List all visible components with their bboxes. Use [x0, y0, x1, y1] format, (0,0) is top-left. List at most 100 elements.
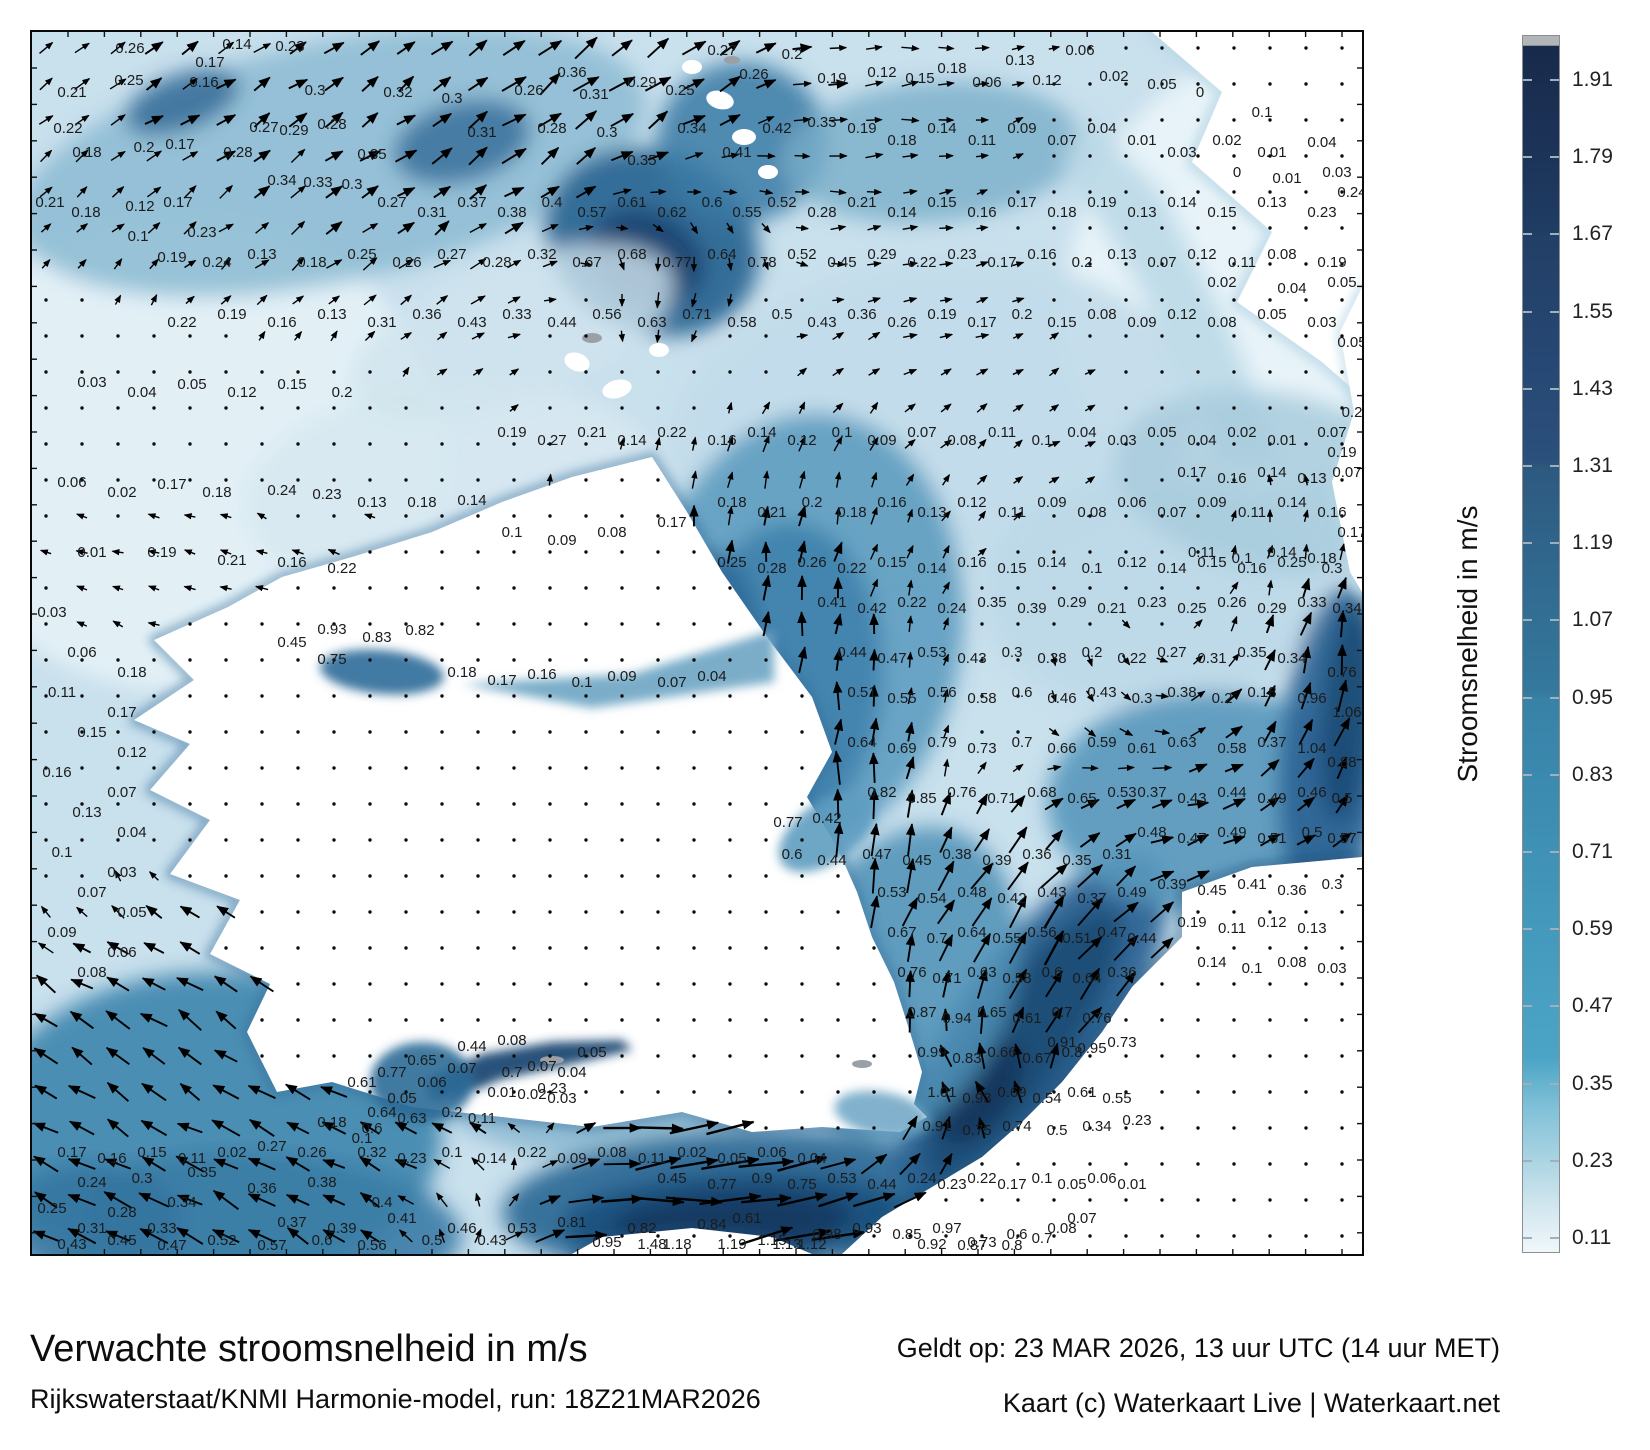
colorbar-tick-mark: [1523, 619, 1532, 622]
svg-text:0: 0: [1196, 84, 1204, 101]
svg-text:0.77: 0.77: [377, 1064, 406, 1081]
colorbar-tick-mark: [1550, 465, 1559, 467]
svg-text:0.31: 0.31: [579, 86, 608, 103]
svg-text:0.42: 0.42: [812, 810, 841, 827]
colorbar-tick-mark: [1550, 928, 1559, 931]
svg-text:0.29: 0.29: [279, 122, 308, 139]
svg-text:0.25: 0.25: [114, 72, 143, 89]
svg-text:0.04: 0.04: [1277, 280, 1306, 297]
svg-text:0.61: 0.61: [347, 1074, 376, 1091]
svg-text:0.18: 0.18: [837, 504, 866, 521]
svg-text:0.1: 0.1: [1252, 104, 1273, 121]
svg-text:0.53: 0.53: [1107, 784, 1136, 801]
svg-text:0.36: 0.36: [1107, 964, 1136, 981]
svg-text:0.55: 0.55: [992, 930, 1021, 947]
svg-text:0.14: 0.14: [887, 204, 916, 221]
svg-text:0.01: 0.01: [1272, 170, 1301, 187]
svg-text:0.2: 0.2: [802, 494, 823, 511]
svg-text:0.43: 0.43: [807, 314, 836, 331]
svg-text:0.16: 0.16: [97, 1150, 126, 1167]
svg-text:0.09: 0.09: [607, 668, 636, 685]
svg-text:0.39: 0.39: [327, 1220, 356, 1237]
svg-text:0.16: 0.16: [267, 314, 296, 331]
svg-text:0.65: 0.65: [977, 1004, 1006, 1021]
svg-text:0.07: 0.07: [107, 784, 136, 801]
svg-text:0.43: 0.43: [1177, 790, 1206, 807]
svg-text:0.52: 0.52: [767, 194, 796, 211]
svg-text:0.14: 0.14: [1277, 494, 1306, 511]
svg-text:0.15: 0.15: [137, 1144, 166, 1161]
svg-text:0.67: 0.67: [1022, 1050, 1051, 1067]
svg-text:0.41: 0.41: [817, 594, 846, 611]
svg-text:0.64: 0.64: [957, 924, 986, 941]
svg-text:0.99: 0.99: [917, 1044, 946, 1061]
svg-text:0.7: 0.7: [1052, 1004, 1073, 1021]
svg-text:0.22: 0.22: [167, 314, 196, 331]
svg-text:0.08: 0.08: [1267, 246, 1296, 263]
svg-text:0.25: 0.25: [1177, 600, 1206, 617]
svg-text:0.61: 0.61: [1067, 1084, 1096, 1101]
svg-text:0.13: 0.13: [917, 504, 946, 521]
svg-text:0.77: 0.77: [707, 1176, 736, 1193]
colorbar-tick-label: 1.91: [1572, 68, 1613, 91]
model-run-info: Rijkswaterstaat/KNMI Harmonie-model, run…: [30, 1384, 761, 1414]
svg-text:0.19: 0.19: [147, 544, 176, 561]
svg-text:0.39: 0.39: [1157, 876, 1186, 893]
svg-text:0.24: 0.24: [937, 600, 966, 617]
svg-text:0.08: 0.08: [1277, 954, 1306, 971]
svg-text:0.17: 0.17: [195, 54, 224, 71]
svg-text:0.31: 0.31: [77, 1220, 106, 1237]
colorbar-tick-label: 0.35: [1572, 1071, 1613, 1095]
svg-text:0.16: 0.16: [1027, 246, 1056, 263]
svg-text:1.01: 1.01: [927, 1084, 956, 1101]
svg-text:0.36: 0.36: [557, 64, 586, 81]
svg-text:0.06: 0.06: [757, 1144, 786, 1161]
svg-text:0.32: 0.32: [383, 84, 412, 101]
svg-text:0.73: 0.73: [967, 740, 996, 757]
svg-text:0.6: 0.6: [362, 1120, 383, 1137]
svg-text:0.12: 0.12: [1117, 554, 1146, 571]
svg-text:0.83: 0.83: [362, 629, 391, 646]
svg-text:0.11: 0.11: [988, 424, 1016, 441]
svg-text:0.13: 0.13: [1107, 246, 1136, 263]
svg-text:0.2: 0.2: [782, 46, 803, 63]
svg-text:0.02: 0.02: [1099, 68, 1128, 85]
svg-text:0.12: 0.12: [787, 432, 816, 449]
colorbar-tick-mark: [1550, 619, 1559, 622]
svg-text:0.18: 0.18: [447, 664, 476, 681]
svg-text:0.01: 0.01: [1127, 132, 1156, 149]
svg-text:0.96: 0.96: [1297, 690, 1326, 707]
svg-text:0.12: 0.12: [957, 494, 986, 511]
svg-text:0.02: 0.02: [677, 1144, 706, 1161]
svg-text:0.5: 0.5: [1332, 790, 1353, 807]
svg-text:0.03: 0.03: [107, 864, 136, 881]
svg-text:0.4: 0.4: [372, 1194, 393, 1211]
svg-text:0.06: 0.06: [972, 74, 1001, 91]
svg-text:0.18: 0.18: [1307, 550, 1336, 567]
svg-text:0.38: 0.38: [1167, 684, 1196, 701]
svg-text:0.7: 0.7: [1032, 1230, 1053, 1247]
svg-text:0.21: 0.21: [847, 194, 876, 211]
svg-text:0.36: 0.36: [1277, 882, 1306, 899]
svg-text:1.04: 1.04: [1297, 740, 1326, 757]
svg-text:0.22: 0.22: [967, 1170, 996, 1187]
svg-text:0.47: 0.47: [1177, 830, 1206, 847]
svg-text:0.23: 0.23: [275, 38, 304, 55]
svg-text:0.18: 0.18: [1047, 204, 1076, 221]
colorbar-tick-mark: [1523, 156, 1532, 159]
svg-text:0.77: 0.77: [662, 254, 691, 271]
svg-text:0.19: 0.19: [1177, 914, 1206, 931]
svg-text:0.6: 0.6: [1007, 1226, 1028, 1243]
svg-text:0.24: 0.24: [1337, 184, 1362, 201]
svg-text:0.37: 0.37: [277, 1214, 306, 1231]
colorbar-tick-mark: [1523, 696, 1532, 699]
colorbar-tick-mark: [1550, 1237, 1559, 1239]
svg-text:0.19: 0.19: [217, 306, 246, 323]
svg-text:0.29: 0.29: [627, 74, 656, 91]
svg-text:0.06: 0.06: [1117, 494, 1146, 511]
svg-text:0.66: 0.66: [987, 1044, 1016, 1061]
svg-text:0.22: 0.22: [53, 120, 82, 137]
svg-text:0.2: 0.2: [1342, 404, 1362, 421]
svg-text:0.46: 0.46: [1047, 690, 1076, 707]
svg-text:0.04: 0.04: [127, 384, 156, 401]
